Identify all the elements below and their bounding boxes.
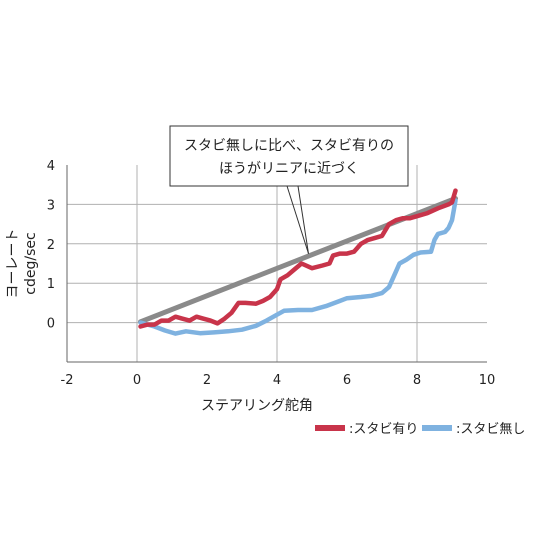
- y-tick-label: 0: [47, 317, 55, 332]
- series-line-stabi-ari: [138, 188, 458, 329]
- callout: スタビ無しに比べ、スタビ有りの ほうがリニアに近づく: [169, 125, 409, 254]
- callout-pointer: [297, 185, 309, 254]
- callout-text: スタビ無しに比べ、スタビ有りの: [184, 138, 394, 154]
- y-tick-label: 1: [47, 277, 55, 292]
- x-tick-label: 0: [133, 373, 141, 388]
- legend: :スタビ有り :スタビ無し: [315, 422, 525, 437]
- y-axis-unit: cdeg/sec: [23, 232, 39, 294]
- axes: [66, 165, 487, 363]
- x-tick-label: 10: [479, 373, 496, 388]
- x-tick-label: -2: [61, 373, 74, 388]
- y-tick-label: 4: [47, 159, 55, 174]
- legend-label-stabi-ari: :スタビ有り: [349, 422, 418, 437]
- callout-pointer: [286, 185, 309, 254]
- x-tick-label: 6: [343, 373, 351, 388]
- x-axis-title: ステアリング舵角: [201, 398, 313, 414]
- y-axis-title: ヨーレート: [5, 229, 21, 299]
- x-tick-label: 4: [273, 373, 281, 388]
- callout-text: ほうがリニアに近づく: [219, 161, 359, 177]
- x-tick-label: 2: [203, 373, 211, 388]
- x-tick-label: 8: [413, 373, 421, 388]
- callout-box: [169, 125, 409, 187]
- y-tick-label: 2: [47, 238, 55, 253]
- series-line-stabi-nashi: [138, 198, 458, 336]
- series-lines: [138, 188, 458, 336]
- grid: [67, 165, 487, 362]
- tick-labels: -2 0 2 4 6 8 10 0 1 2 3 4: [47, 159, 496, 388]
- y-tick-label: 3: [47, 198, 55, 213]
- legend-label-stabi-nashi: :スタビ無し: [456, 422, 525, 437]
